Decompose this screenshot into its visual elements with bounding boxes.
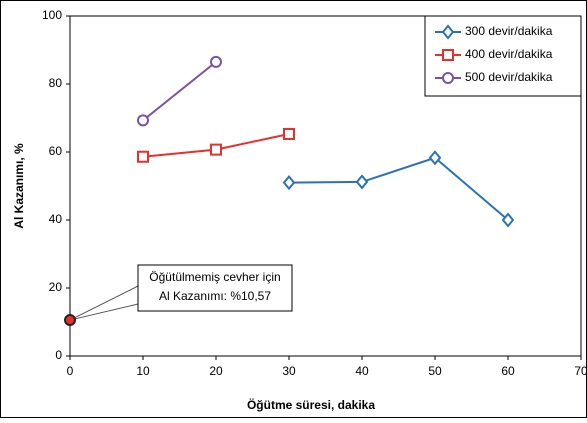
annotation-text: Al Kazanımı: %10,57 <box>159 289 271 303</box>
legend-label: 400 devir/dakika <box>465 47 553 61</box>
annotation-point <box>64 314 76 327</box>
series-line <box>288 156 509 221</box>
annotation-box <box>137 264 293 312</box>
y-tick-label: 80 <box>49 76 63 90</box>
legend-marker <box>441 24 455 40</box>
legend-marker <box>442 72 454 84</box>
x-tick-label: 10 <box>136 364 150 378</box>
data-point <box>210 143 222 156</box>
y-tick-label: 100 <box>42 8 62 22</box>
x-tick-label: 70 <box>574 364 587 378</box>
legend-label: 500 devir/dakika <box>465 70 553 84</box>
series-line <box>142 61 217 122</box>
x-tick-label: 30 <box>282 364 296 378</box>
y-tick-label: 20 <box>49 280 63 294</box>
x-tick-label: 20 <box>209 364 223 378</box>
data-point <box>428 150 442 166</box>
x-axis-label: Öğütme süresi, dakika <box>247 397 375 412</box>
legend-label: 300 devir/dakika <box>465 24 553 38</box>
data-point <box>137 150 149 163</box>
plot-frame <box>69 15 582 357</box>
annotation-text: Öğütülmemiş cevher için <box>149 270 280 284</box>
data-point <box>282 175 296 191</box>
x-tick-label: 40 <box>355 364 369 378</box>
y-tick-label: 0 <box>55 348 62 362</box>
x-tick-label: 60 <box>501 364 515 378</box>
y-axis-label: Al Kazanımı, % <box>12 143 26 229</box>
data-point <box>355 174 369 190</box>
data-point <box>137 114 149 127</box>
data-point <box>283 127 295 140</box>
x-tick-label: 50 <box>428 364 442 378</box>
data-point <box>210 55 222 68</box>
data-point <box>501 212 515 228</box>
x-tick-label: 0 <box>67 364 74 378</box>
y-tick-label: 40 <box>49 212 63 226</box>
y-tick-label: 60 <box>49 144 63 158</box>
legend-marker <box>442 49 454 61</box>
